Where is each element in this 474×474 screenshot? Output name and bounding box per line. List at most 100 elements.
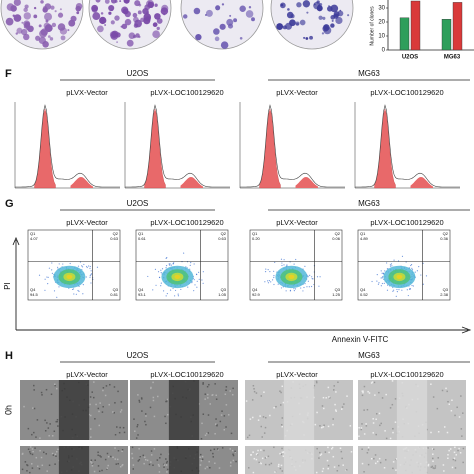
event-dot <box>267 269 269 271</box>
colony <box>152 30 160 39</box>
colony <box>43 22 51 30</box>
event-dot <box>273 275 275 277</box>
colony <box>67 29 70 32</box>
cell-speck <box>232 454 235 457</box>
cell-speck <box>32 407 34 409</box>
cell-speck <box>461 435 463 437</box>
cell-speck <box>44 419 46 422</box>
colony <box>333 11 340 18</box>
condition-label: pLVX-LOC100129620 <box>150 88 223 97</box>
cell-speck <box>26 464 29 467</box>
event-dot <box>269 270 271 273</box>
cell-speck <box>138 401 141 403</box>
colony <box>286 11 294 19</box>
cell-speck <box>144 420 146 423</box>
cell-speck <box>114 433 117 436</box>
cell-speck <box>248 434 251 437</box>
condition-label: pLVX-Vector <box>276 370 318 379</box>
cell-speck <box>252 471 255 474</box>
event-dot <box>160 272 162 274</box>
colony <box>13 14 22 22</box>
cell-speck <box>281 447 283 450</box>
quadrant-value: 94.5 <box>30 292 39 297</box>
cell-speck <box>427 463 430 466</box>
histogram-fill <box>144 108 166 189</box>
event-dot <box>165 257 167 260</box>
cell-speck <box>255 458 258 461</box>
cell-speck <box>340 450 343 453</box>
cell-speck <box>448 449 450 452</box>
cell-speck <box>144 413 147 415</box>
event-dot <box>90 274 92 276</box>
cell-speck <box>117 390 119 393</box>
cell-speck <box>313 384 316 387</box>
colony <box>33 14 38 19</box>
cell-speck <box>264 426 267 429</box>
cell-speck <box>141 410 143 412</box>
cell-speck <box>374 454 377 456</box>
cell-speck <box>144 459 147 461</box>
quadrant-name: Q2 <box>335 231 341 236</box>
cell-speck <box>316 411 318 414</box>
event-dot <box>160 285 162 287</box>
cell-speck <box>442 464 445 466</box>
cell-speck <box>100 456 102 458</box>
colony <box>60 35 66 41</box>
cell-speck <box>152 464 154 466</box>
cell-speck <box>253 390 256 393</box>
cell-speck <box>51 452 54 455</box>
event-dot <box>273 283 275 286</box>
cell-speck <box>432 457 434 460</box>
cell-speck <box>269 414 271 417</box>
quadrant-value: 2.38 <box>440 292 449 297</box>
cell-speck <box>454 446 456 449</box>
colony <box>156 26 160 31</box>
cell-speck <box>102 389 104 392</box>
event-dot <box>306 286 308 288</box>
cell-speck <box>224 393 227 396</box>
colony <box>45 19 49 23</box>
cell-speck <box>332 423 334 426</box>
event-dot <box>267 280 269 282</box>
cell-speck <box>372 432 374 434</box>
cell-speck <box>122 426 125 429</box>
cell-speck <box>432 460 434 463</box>
quadrant-value: 1.25 <box>332 292 341 297</box>
colony <box>111 30 119 38</box>
colony <box>59 8 62 11</box>
cell-speck <box>98 410 100 413</box>
cell-speck <box>339 447 342 450</box>
row-label: 0h <box>3 405 13 415</box>
cell-speck <box>445 387 447 390</box>
cell-speck <box>251 399 254 401</box>
event-dot <box>172 263 174 265</box>
histogram-line <box>125 104 230 188</box>
colony <box>220 41 229 49</box>
cell-speck <box>345 469 348 471</box>
cell-speck <box>131 452 133 455</box>
condition-label: pLVX-Vector <box>276 88 318 97</box>
cell-speck <box>148 463 151 466</box>
cell-speck <box>363 471 365 473</box>
cell-speck <box>165 422 167 425</box>
cell-speck <box>451 466 454 469</box>
cell-speck <box>335 391 337 393</box>
cell-speck <box>132 468 135 470</box>
cell-speck <box>383 466 386 469</box>
cell-speck <box>107 455 110 458</box>
cell-speck <box>49 423 51 425</box>
event-dot <box>154 268 157 270</box>
event-dot <box>85 265 88 268</box>
cell-speck <box>341 408 343 410</box>
cell-speck <box>462 461 464 464</box>
cell-speck <box>234 450 236 453</box>
cell-speck <box>209 403 212 405</box>
event-dot <box>71 288 74 291</box>
cell-speck <box>255 392 258 394</box>
cell-speck <box>219 420 222 423</box>
cell-speck <box>392 431 394 434</box>
cell-speck <box>451 399 453 401</box>
cell-speck <box>321 470 324 473</box>
cell-speck <box>141 398 143 400</box>
colony <box>92 12 101 21</box>
